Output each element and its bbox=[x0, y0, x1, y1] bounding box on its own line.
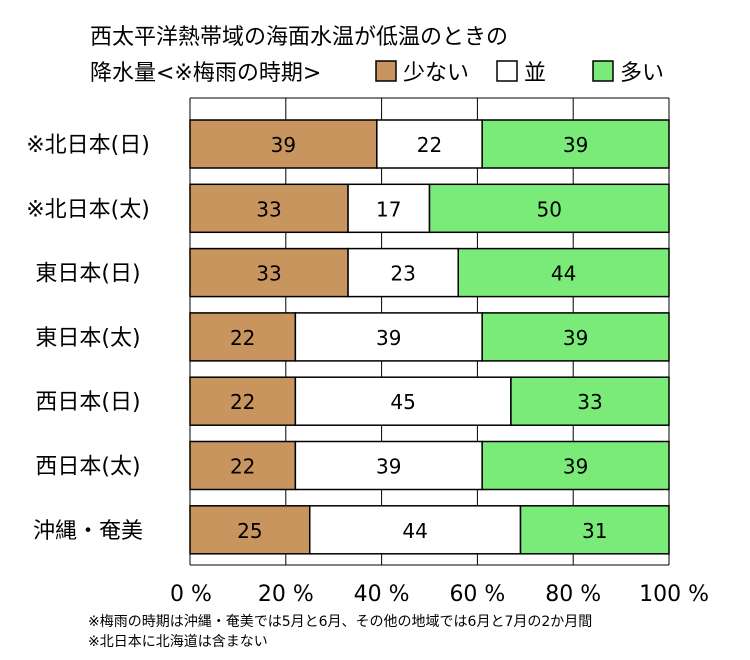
category-label: 西日本(太) bbox=[35, 455, 140, 480]
x-tick-label: 40 % bbox=[354, 582, 410, 607]
legend-label: 多い bbox=[620, 61, 664, 86]
bar-segment bbox=[428, 183, 670, 234]
bar-segment bbox=[294, 376, 512, 426]
bar-segment bbox=[481, 440, 670, 491]
data-label: 39 bbox=[376, 455, 401, 479]
category-labels: ※北日本(日) ※北日本(太) 東日本(日) 東日本(太) 西日本(日) 西日本(太) 沖縄… bbox=[26, 133, 150, 544]
category-label: 西日本(日) bbox=[35, 390, 140, 415]
legend-label: 少ない bbox=[403, 61, 469, 86]
bar-segment bbox=[347, 247, 459, 298]
data-label: 39 bbox=[376, 326, 401, 350]
legend: 少ない 並 多い bbox=[375, 60, 664, 86]
data-label: 22 bbox=[230, 390, 255, 414]
footnote-1: ※梅雨の時期は沖縄・奄美では5月と6月、その他の地域では6月と7月の2か月間 bbox=[88, 614, 592, 630]
bar-segment bbox=[481, 312, 670, 362]
bar-segment bbox=[294, 440, 483, 491]
bar-segment bbox=[309, 505, 522, 555]
data-label: 39 bbox=[271, 133, 296, 157]
bar-segment bbox=[189, 440, 297, 491]
bar-segment bbox=[519, 505, 670, 555]
bar-segment bbox=[189, 376, 297, 426]
data-label: 23 bbox=[390, 262, 415, 286]
data-label: 22 bbox=[230, 326, 255, 350]
legend-swatch bbox=[496, 60, 518, 82]
data-label: 44 bbox=[402, 519, 427, 543]
bar-segment bbox=[510, 376, 670, 426]
bar-segment bbox=[189, 505, 311, 555]
data-label: 45 bbox=[390, 390, 415, 414]
category-label: ※北日本(太) bbox=[26, 197, 150, 222]
bars: 39 22 39 33 17 50 33 23 44 22 39 39 22 45 33 22 39 39 25 44… bbox=[189, 119, 670, 555]
chart-title-line-1: 西太平洋熱帯域の海面水温が低温のときの bbox=[90, 25, 508, 50]
x-tick-label: 80 % bbox=[545, 582, 601, 607]
legend-swatch bbox=[375, 60, 397, 82]
category-label: 東日本(日) bbox=[35, 262, 140, 287]
data-label: 22 bbox=[230, 455, 255, 479]
data-label: 22 bbox=[417, 133, 442, 157]
data-label: 39 bbox=[563, 133, 588, 157]
data-label: 17 bbox=[376, 197, 401, 221]
data-label: 50 bbox=[537, 197, 562, 221]
category-label: 東日本(太) bbox=[35, 326, 140, 351]
legend-label: 並 bbox=[524, 61, 546, 86]
bar-segment bbox=[457, 247, 670, 298]
category-label: ※北日本(日) bbox=[26, 133, 150, 158]
x-tick-label: 20 % bbox=[258, 582, 314, 607]
bar-segment bbox=[294, 312, 483, 362]
legend-swatch bbox=[592, 60, 614, 82]
x-tick-label: 0 % bbox=[170, 582, 212, 607]
bar-segment bbox=[189, 119, 378, 169]
x-axis-tick-labels: 0 % 20 % 40 % 60 % 80 % 100 % bbox=[170, 582, 709, 607]
category-label: 沖縄・奄美 bbox=[33, 519, 143, 544]
data-label: 33 bbox=[577, 390, 602, 414]
bar-segment bbox=[189, 247, 349, 298]
footnote-2: ※北日本に北海道は含まない bbox=[88, 634, 268, 650]
data-label: 39 bbox=[563, 326, 588, 350]
bar-segment bbox=[376, 119, 483, 169]
data-label: 33 bbox=[256, 262, 281, 286]
data-label: 39 bbox=[563, 455, 588, 479]
data-label: 31 bbox=[582, 519, 607, 543]
data-label: 44 bbox=[551, 262, 576, 286]
x-tick-label: 60 % bbox=[449, 582, 505, 607]
chart-title-line-2: 降水量<※梅雨の時期> bbox=[90, 61, 321, 86]
data-label: 25 bbox=[237, 519, 262, 543]
data-label: 33 bbox=[256, 197, 281, 221]
bar-segment bbox=[481, 119, 670, 169]
x-tick-label: 100 % bbox=[639, 582, 709, 607]
